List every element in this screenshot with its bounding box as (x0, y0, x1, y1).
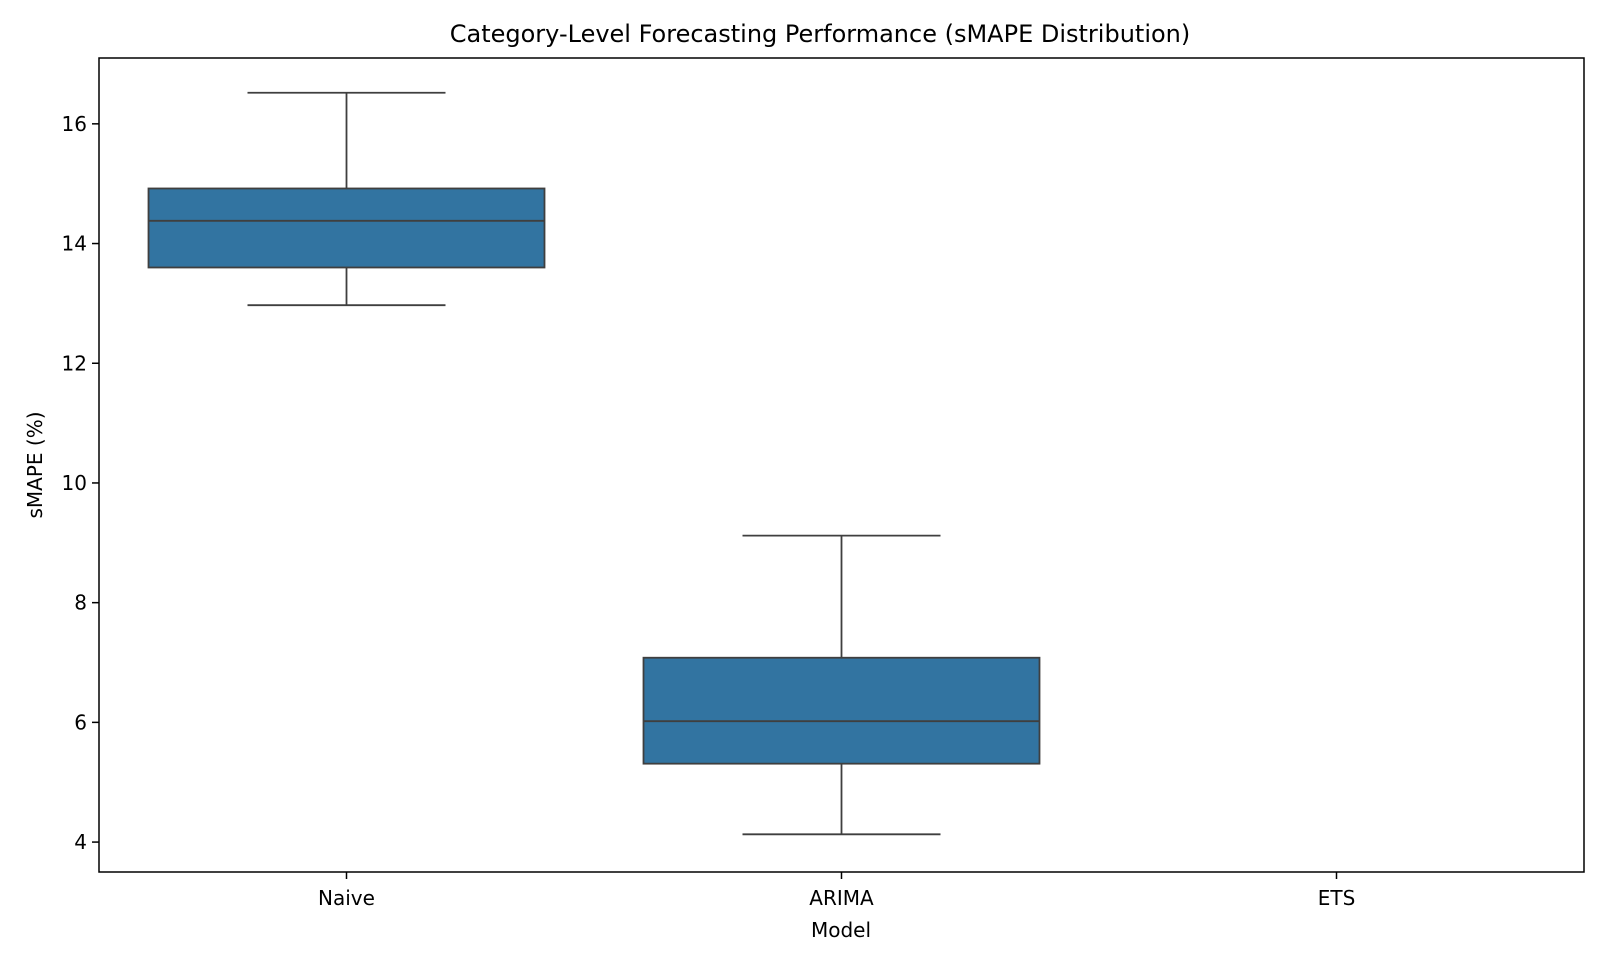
interquartile-box (642, 656, 1041, 765)
x-tick-label: ARIMA (809, 886, 874, 910)
y-tick-label: 4 (74, 830, 87, 854)
y-tick-label: 6 (74, 710, 87, 734)
box-naive (147, 91, 546, 307)
y-tick-label: 10 (62, 471, 87, 495)
y-tick-label: 12 (62, 351, 87, 375)
plot-area (147, 91, 1041, 836)
chart-title: Category-Level Forecasting Performance (… (450, 20, 1191, 48)
interquartile-box (147, 187, 546, 269)
x-axis-label: Model (811, 918, 871, 942)
x-tick-label: Naive (318, 886, 375, 910)
x-axis: Naive ARIMA ETS (318, 872, 1355, 910)
y-tick-label: 14 (62, 232, 87, 256)
y-axis-label: sMAPE (%) (23, 411, 47, 518)
box-arima (642, 534, 1041, 836)
x-tick-label: ETS (1318, 886, 1356, 910)
y-tick-label: 16 (62, 112, 87, 136)
y-tick-label: 8 (74, 591, 87, 615)
y-axis: 4 6 8 10 12 14 16 (62, 112, 99, 854)
